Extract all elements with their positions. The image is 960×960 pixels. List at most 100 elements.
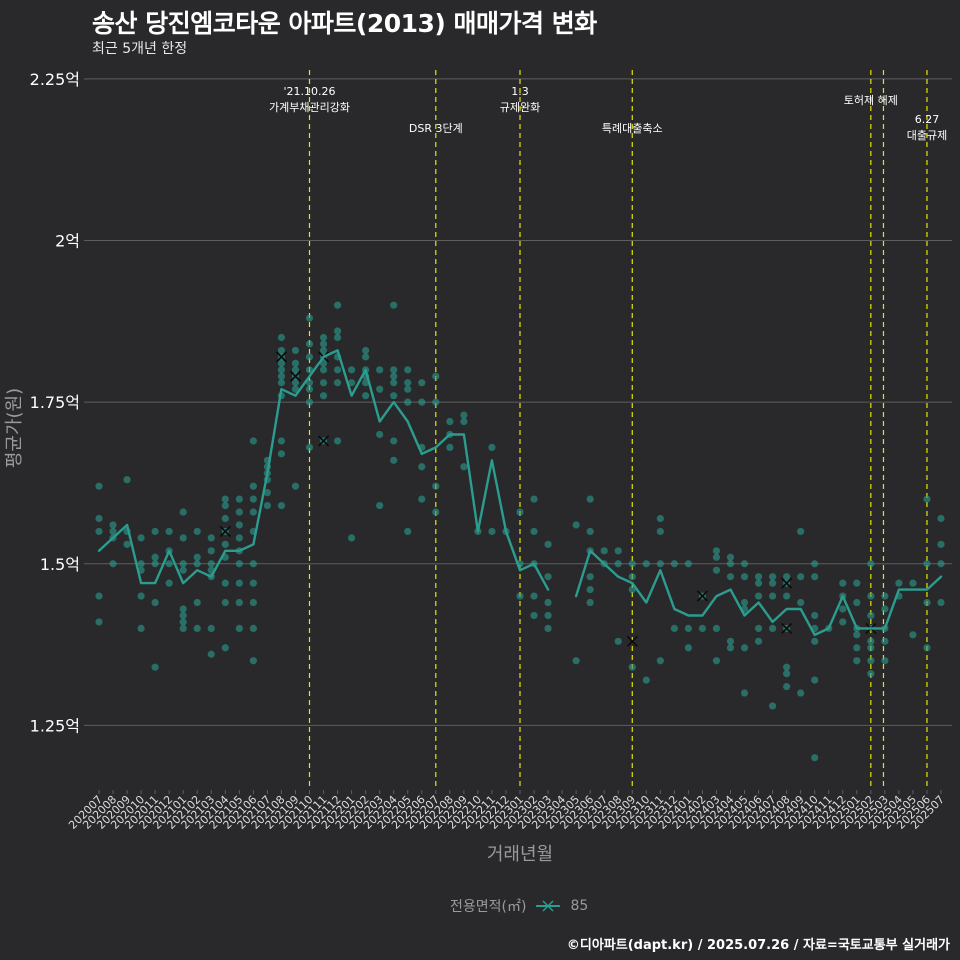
transaction-point — [923, 495, 931, 503]
transaction-point — [811, 573, 819, 581]
transaction-point — [684, 644, 693, 652]
transaction-point — [207, 624, 215, 632]
transaction-point — [867, 560, 875, 568]
transaction-point — [291, 359, 300, 367]
transaction-point — [362, 392, 370, 400]
transaction-point — [684, 560, 693, 568]
transaction-point — [460, 463, 468, 471]
transaction-point — [432, 372, 440, 380]
transaction-point — [418, 379, 426, 387]
transaction-point — [740, 689, 749, 697]
transaction-point — [418, 495, 426, 503]
transaction-point — [670, 560, 678, 568]
transaction-point — [207, 547, 215, 555]
transaction-point — [769, 573, 777, 581]
y-tick-label: 1.75억 — [30, 393, 80, 412]
transaction-point — [811, 560, 819, 568]
transaction-point — [362, 353, 370, 361]
y-tick-label: 2억 — [55, 232, 80, 251]
transaction-point — [516, 508, 524, 516]
transaction-point — [740, 644, 749, 652]
transaction-point — [137, 624, 145, 632]
transaction-point — [797, 527, 805, 536]
transaction-point — [754, 573, 763, 581]
transaction-point — [614, 560, 622, 568]
transaction-point — [797, 573, 805, 581]
transaction-point — [277, 366, 286, 374]
transaction-point — [811, 637, 819, 645]
transaction-point — [923, 598, 931, 607]
transaction-point — [95, 527, 103, 536]
transaction-point — [712, 624, 721, 632]
transaction-point — [769, 624, 777, 632]
transaction-point — [642, 676, 650, 684]
transaction-point — [769, 702, 777, 710]
event-annotation: 6.27 — [915, 113, 940, 126]
transaction-point — [319, 340, 328, 348]
transaction-point — [390, 372, 398, 380]
transaction-point — [193, 553, 201, 561]
transaction-point — [726, 553, 735, 561]
transaction-point — [488, 527, 496, 536]
transaction-point — [333, 327, 342, 335]
transaction-point — [137, 560, 145, 568]
transaction-point — [853, 631, 861, 639]
transaction-point — [586, 598, 594, 607]
transaction-point — [867, 611, 875, 620]
transaction-point — [769, 592, 777, 600]
transaction-point — [109, 560, 117, 568]
transaction-point — [418, 398, 426, 406]
transaction-point — [811, 611, 819, 620]
transaction-point — [740, 598, 749, 607]
transaction-point — [277, 437, 286, 445]
transaction-point — [656, 560, 664, 568]
transaction-point — [404, 366, 412, 374]
transaction-point — [151, 560, 159, 568]
transaction-point — [109, 521, 117, 529]
transaction-point — [628, 663, 636, 671]
transaction-point — [221, 644, 229, 652]
transaction-point — [319, 366, 328, 374]
transaction-point — [783, 670, 791, 678]
transaction-point — [390, 392, 398, 400]
transaction-point — [432, 398, 440, 406]
transaction-point — [235, 508, 243, 516]
transaction-point — [614, 547, 622, 555]
transaction-point — [277, 346, 286, 355]
transaction-point — [249, 624, 257, 632]
transaction-point — [811, 676, 819, 684]
transaction-point — [881, 605, 889, 613]
transaction-point — [235, 579, 243, 587]
transaction-point — [628, 573, 636, 581]
transaction-point — [263, 501, 271, 510]
transaction-point — [783, 573, 791, 581]
transaction-point — [530, 495, 538, 503]
transaction-point — [235, 598, 243, 607]
transaction-point — [712, 566, 721, 574]
event-annotation: DSR 3단계 — [409, 122, 463, 135]
transaction-point — [881, 592, 889, 600]
transaction-point — [137, 534, 145, 542]
transaction-point — [656, 657, 664, 665]
transaction-point — [867, 592, 875, 600]
transaction-point — [151, 553, 159, 561]
transaction-point — [179, 560, 187, 568]
transaction-point — [376, 366, 384, 374]
transaction-point — [614, 637, 622, 645]
transaction-point — [881, 657, 889, 665]
transaction-point — [348, 366, 356, 374]
transaction-point — [123, 540, 131, 548]
transaction-point — [740, 560, 749, 568]
transaction-point — [628, 560, 636, 568]
transaction-point — [277, 501, 286, 510]
transaction-point — [221, 495, 229, 503]
event-annotation: '21.10.26 — [283, 85, 335, 98]
cross-marker — [696, 590, 708, 602]
transaction-point — [179, 605, 187, 613]
transaction-point — [544, 624, 552, 632]
transaction-point — [783, 663, 791, 671]
transaction-point — [165, 527, 173, 536]
transaction-point — [277, 379, 286, 387]
transaction-point — [319, 359, 328, 367]
transaction-point — [404, 527, 412, 536]
